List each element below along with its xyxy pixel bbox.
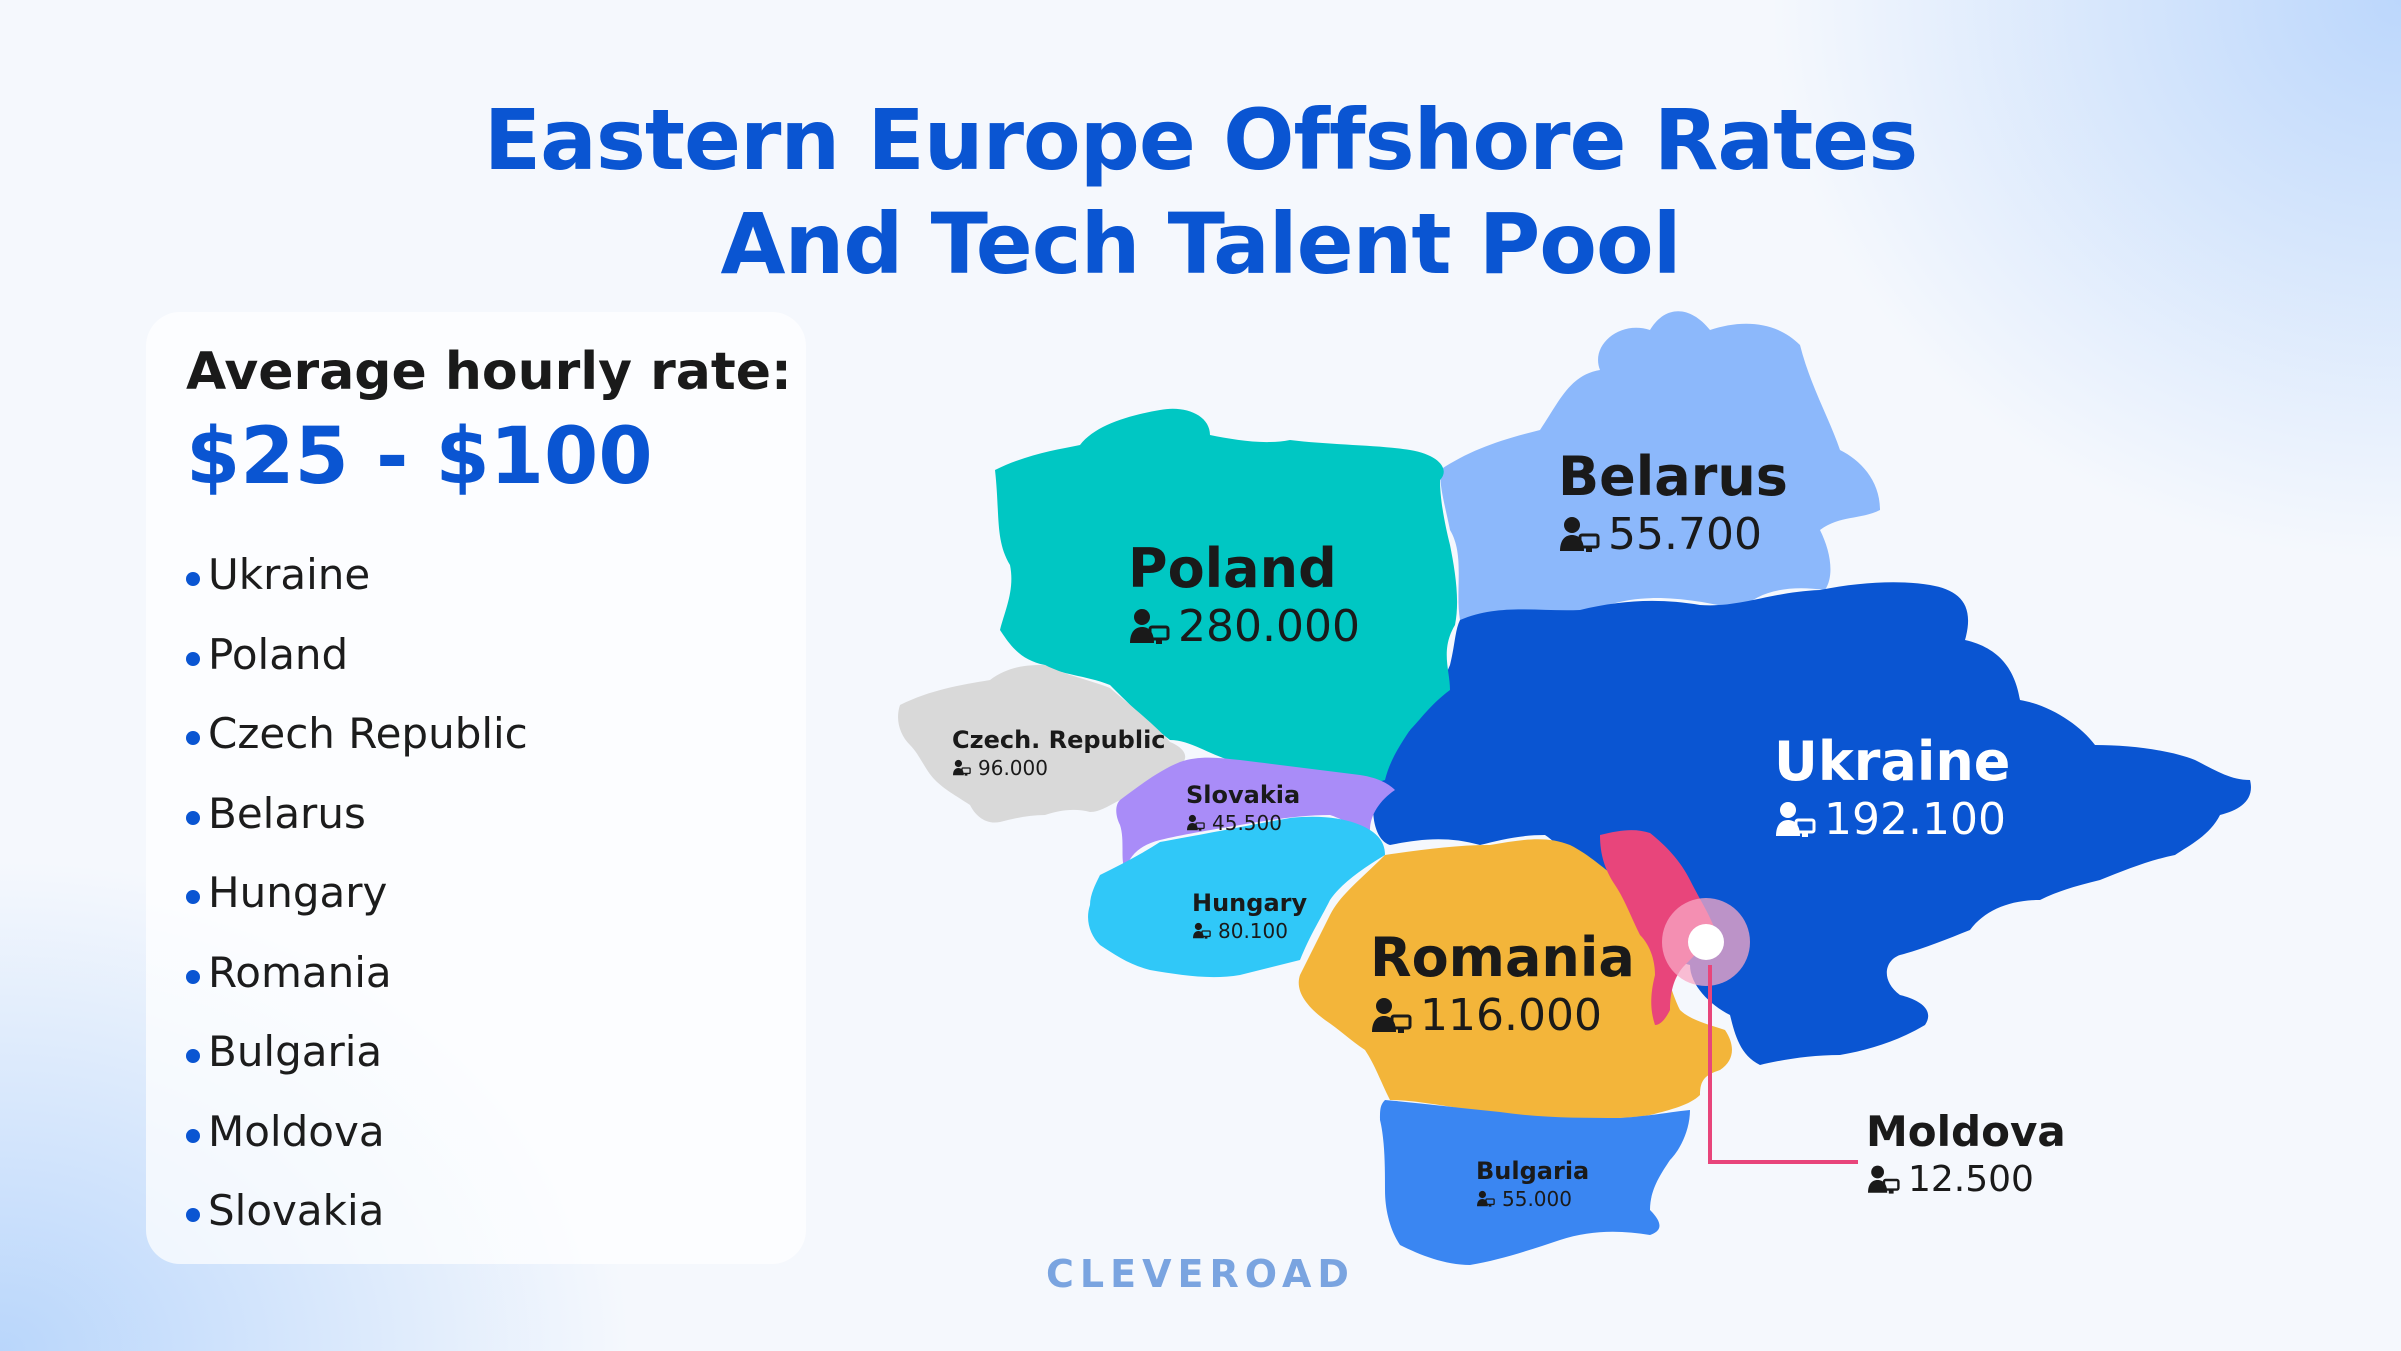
title-line-2: And Tech Talent Pool: [720, 195, 1681, 293]
region-name: Slovakia: [1186, 781, 1301, 809]
moldova-marker: [1688, 924, 1724, 960]
label-poland: Poland 280.000: [1128, 538, 1360, 654]
region-name: Bulgaria: [1476, 1157, 1590, 1185]
region-name: Hungary: [1192, 889, 1308, 917]
region-count: 280.000: [1178, 601, 1360, 652]
label-ukraine: Ukraine 192.100: [1774, 731, 2010, 847]
region-name: Ukraine: [1774, 730, 2011, 793]
list-item: Moldova: [186, 1107, 528, 1187]
region-count: 116.000: [1420, 990, 1602, 1041]
region-romania: [1298, 839, 1732, 1119]
label-bulgaria: Bulgaria 55.000: [1476, 1156, 1589, 1212]
bullet-icon: [186, 651, 200, 666]
label-moldova: Moldova 12.500: [1866, 1106, 2066, 1202]
list-item: Poland: [186, 630, 528, 710]
page-title: Eastern Europe Offshore Rates And Tech T…: [0, 88, 2401, 296]
developer-icon: [953, 759, 971, 776]
label-hungary: Hungary 80.100: [1192, 888, 1307, 944]
bullet-icon: [186, 969, 200, 984]
region-count: 192.100: [1824, 794, 2006, 845]
region-count: 55.700: [1608, 509, 1762, 560]
list-item: Bulgaria: [186, 1027, 528, 1107]
list-item: Romania: [186, 948, 528, 1028]
bullet-icon: [186, 1049, 200, 1063]
developer-icon: [1868, 1165, 1900, 1194]
bullet-icon: [186, 810, 200, 825]
region-count: 45.500: [1212, 811, 1282, 835]
label-belarus: Belarus 55.700: [1558, 446, 1788, 562]
list-item: Czech Republic: [186, 709, 528, 789]
developer-icon: [1560, 517, 1600, 552]
rate-value: $25 - $100: [186, 412, 653, 502]
region-bulgaria: [1380, 1100, 1690, 1265]
bullet-icon: [186, 731, 200, 745]
brand-logo: CLEVEROAD: [1046, 1252, 1355, 1296]
region-count: 12.500: [1908, 1159, 2034, 1200]
developer-icon: [1187, 814, 1205, 831]
bullet-icon: [186, 890, 200, 904]
bullet-icon: [186, 572, 200, 586]
region-slovakia: [1116, 757, 1395, 870]
rate-panel: Average hourly rate: $25 - $100 Ukraine …: [146, 312, 806, 1264]
region-count: 96.000: [978, 756, 1048, 780]
rate-label: Average hourly rate:: [186, 342, 792, 402]
region-count: 55.000: [1502, 1187, 1572, 1211]
label-romania: Romania 116.000: [1370, 927, 1635, 1043]
title-line-1: Eastern Europe Offshore Rates: [483, 91, 1918, 189]
region-name: Czech. Republic: [952, 726, 1166, 754]
region-ukraine: [1373, 582, 2251, 1065]
list-item: Slovakia: [186, 1186, 528, 1266]
bullet-icon: [186, 1128, 200, 1143]
developer-icon: [1193, 922, 1211, 939]
region-name: Belarus: [1558, 445, 1788, 508]
list-item: Hungary: [186, 868, 528, 948]
region-hungary: [1088, 816, 1385, 978]
region-czech: [898, 665, 1186, 823]
list-item: Belarus: [186, 789, 528, 869]
country-list: Ukraine Poland Czech Republic Belarus Hu…: [186, 550, 528, 1266]
region-belarus: [1440, 311, 1880, 620]
region-name: Poland: [1128, 537, 1337, 600]
region-poland: [995, 408, 1458, 783]
moldova-leader-line: [1708, 965, 1858, 1164]
label-czech: Czech. Republic 96.000: [952, 725, 1166, 781]
region-name: Moldova: [1866, 1107, 2066, 1156]
list-item: Ukraine: [186, 550, 528, 630]
developer-icon: [1477, 1190, 1495, 1207]
region-moldova: [1600, 830, 1715, 1025]
region-count: 80.100: [1218, 919, 1288, 943]
bullet-icon: [186, 1208, 200, 1222]
developer-icon: [1372, 998, 1412, 1033]
developer-icon: [1776, 802, 1816, 837]
label-slovakia: Slovakia 45.500: [1186, 780, 1300, 836]
developer-icon: [1130, 609, 1170, 644]
region-name: Romania: [1370, 926, 1635, 989]
